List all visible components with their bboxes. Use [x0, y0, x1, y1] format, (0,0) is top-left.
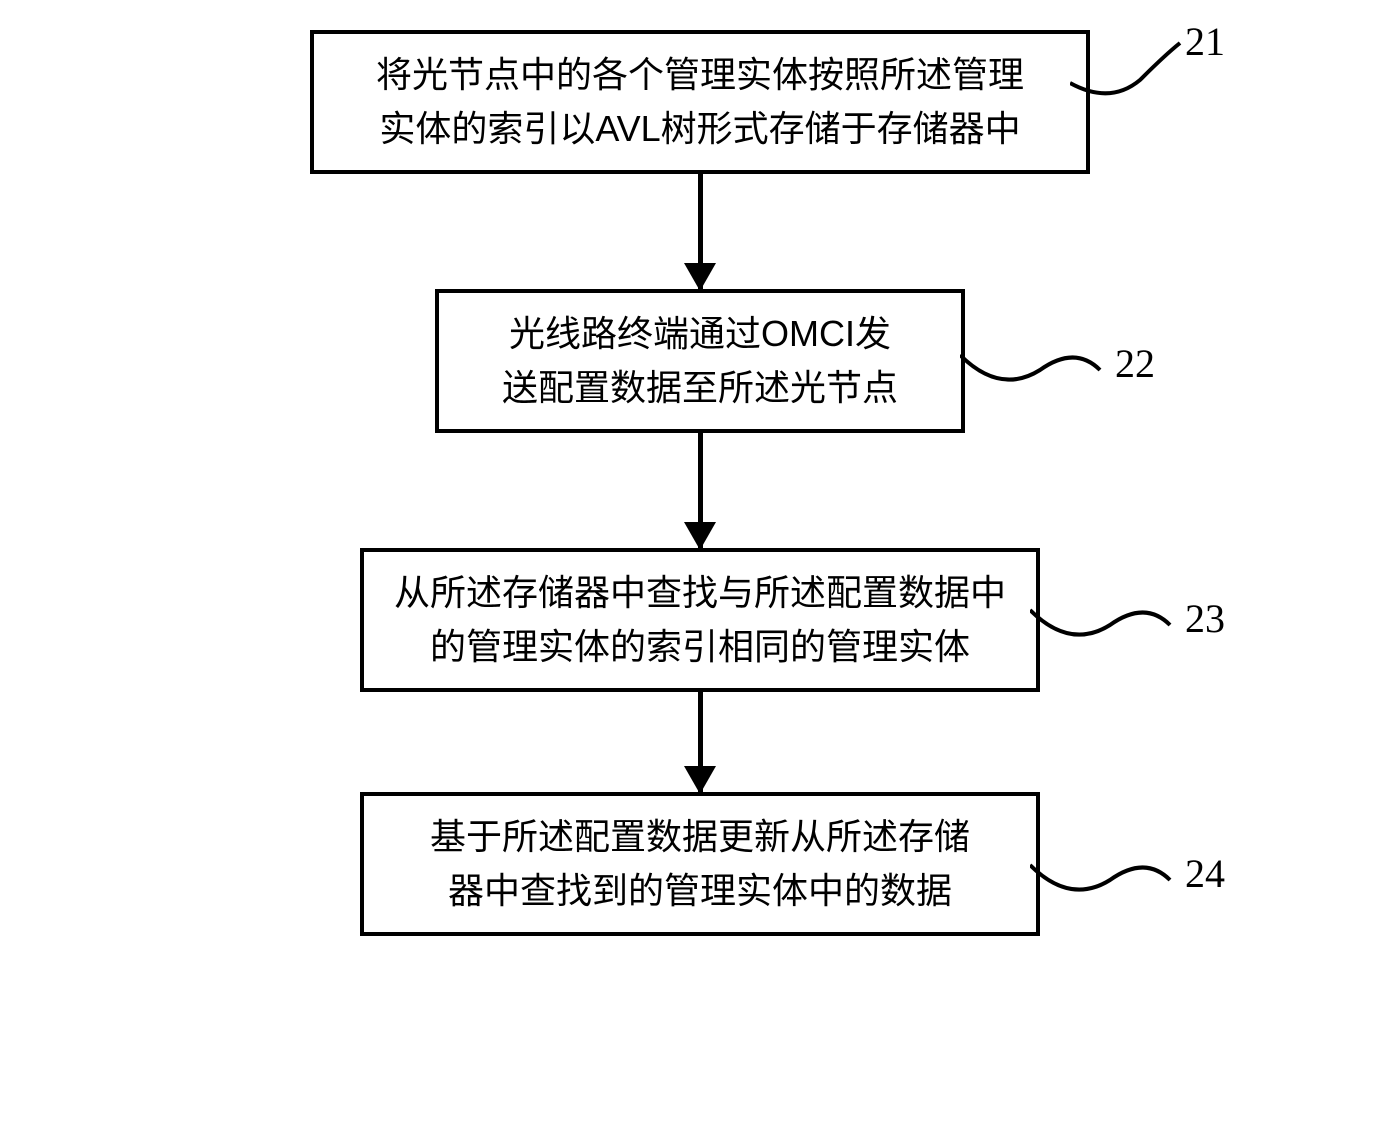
- step-text-line: 从所述存储器中查找与所述配置数据中: [394, 572, 1006, 613]
- connector-22: [960, 325, 1120, 425]
- step-label-22: 22: [1115, 340, 1155, 387]
- connector-21: [1070, 35, 1200, 120]
- label-number: 23: [1185, 596, 1225, 641]
- flowchart-step-4: 基于所述配置数据更新从所述存储 器中查找到的管理实体中的数据: [360, 792, 1040, 936]
- flowchart-step-3: 从所述存储器中查找与所述配置数据中 的管理实体的索引相同的管理实体: [360, 548, 1040, 692]
- label-number: 24: [1185, 851, 1225, 896]
- step-text-line: 光线路终端通过OMCI发: [509, 313, 891, 354]
- step-text-line: 器中查找到的管理实体中的数据: [448, 870, 952, 911]
- step-text-line: 将光节点中的各个管理实体按照所述管理: [376, 54, 1024, 95]
- step-text-line: 实体的索引以AVL树形式存储于存储器中: [379, 108, 1020, 149]
- step-label-23: 23: [1185, 595, 1225, 642]
- flowchart-arrow: [698, 433, 703, 548]
- label-number: 22: [1115, 341, 1155, 386]
- step-text-line: 基于所述配置数据更新从所述存储: [430, 816, 970, 857]
- flowchart-arrow: [698, 174, 703, 289]
- label-number: 21: [1185, 19, 1225, 64]
- step-label-24: 24: [1185, 850, 1225, 897]
- step-label-21: 21: [1185, 18, 1225, 65]
- connector-24: [1030, 825, 1190, 925]
- flowchart-step-2: 光线路终端通过OMCI发 送配置数据至所述光节点: [435, 289, 965, 433]
- step-text-line: 的管理实体的索引相同的管理实体: [430, 626, 970, 667]
- step-text-line: 送配置数据至所述光节点: [502, 367, 898, 408]
- flowchart-container: 将光节点中的各个管理实体按照所述管理 实体的索引以AVL树形式存储于存储器中 光…: [310, 30, 1090, 936]
- flowchart-step-1: 将光节点中的各个管理实体按照所述管理 实体的索引以AVL树形式存储于存储器中: [310, 30, 1090, 174]
- flowchart-arrow: [698, 692, 703, 792]
- connector-23: [1030, 575, 1190, 675]
